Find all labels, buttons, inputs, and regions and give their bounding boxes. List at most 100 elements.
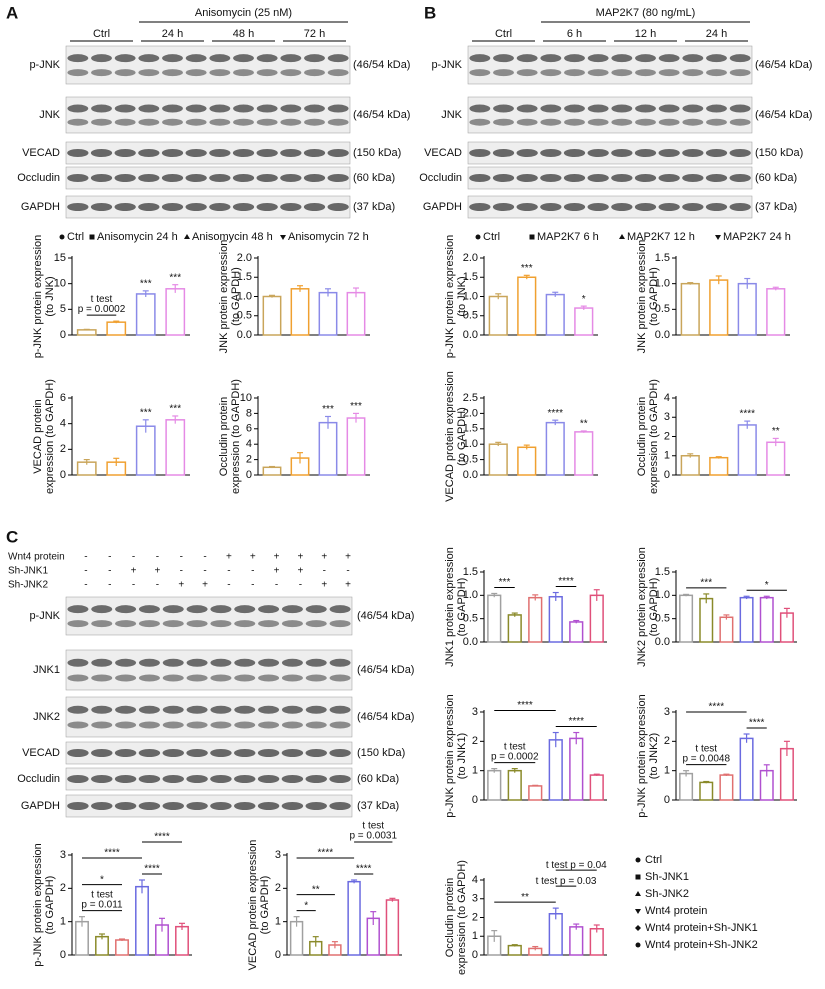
bar: [175, 925, 189, 956]
blot-band: [304, 54, 325, 63]
y-tick-label: 4: [246, 438, 252, 450]
significance-label: ****: [356, 864, 372, 875]
blot-band: [280, 54, 302, 63]
blot-band: [91, 104, 112, 113]
condition-label: Sh-JNK2: [8, 580, 48, 591]
blot-band: [658, 203, 680, 211]
group-label: Ctrl: [495, 28, 512, 40]
blot-band: [493, 69, 514, 77]
test-p-value: p = 0.0002: [78, 304, 126, 315]
y-tick-label: 0.5: [655, 303, 670, 315]
group-label: 24 h: [706, 28, 727, 40]
blot-band: [114, 118, 136, 126]
y-tick-label: 1.0: [655, 278, 670, 290]
group-label: 6 h: [567, 28, 582, 40]
blot-band: [138, 605, 160, 614]
bar: [574, 431, 594, 476]
blot-band: [209, 149, 231, 157]
bar: [589, 928, 604, 956]
condition-sign: -: [203, 552, 206, 563]
y-tick-label: 2: [60, 882, 66, 894]
significance-label: ***: [499, 577, 511, 588]
bar: [488, 443, 508, 476]
blot-band: [234, 749, 256, 757]
blot-row-size: (46/54 kDa): [357, 711, 414, 723]
blot-band: [493, 118, 514, 126]
y-tick-label: 10: [240, 392, 252, 404]
condition-sign: +: [274, 552, 280, 563]
blot-band: [115, 721, 137, 729]
blot-band: [305, 605, 327, 614]
condition-sign: +: [321, 552, 327, 563]
bar: [589, 594, 604, 643]
treatment-header: Anisomycin (25 nM): [195, 7, 292, 19]
blot-band: [281, 620, 303, 628]
bar: [165, 288, 186, 336]
blot-band: [682, 54, 704, 63]
y-tick-label: 6: [246, 423, 252, 435]
y-axis-label: p-JNK protein expression: [32, 235, 44, 359]
blot-strip: [65, 166, 351, 190]
test-p-value: p = 0.011: [81, 899, 123, 910]
blot-strip: [467, 96, 753, 134]
blot-band: [729, 104, 751, 113]
blot-band: [256, 104, 278, 113]
y-axis-label: p-JNK protein expression: [444, 694, 456, 818]
condition-sign: +: [250, 552, 256, 563]
y-axis-label: (to JNK): [44, 276, 56, 316]
blot-band: [210, 721, 232, 729]
y-tick-label: 1: [664, 765, 670, 777]
condition-sign: +: [345, 552, 351, 563]
blot-band: [587, 174, 609, 182]
blot-band: [234, 605, 256, 614]
blot-band: [138, 69, 160, 77]
blot-band: [185, 69, 207, 77]
blot-band: [303, 203, 326, 211]
blot-band: [516, 174, 538, 182]
blot-band: [185, 149, 207, 157]
bar: [507, 944, 522, 956]
legend-marker: [89, 234, 95, 240]
blot-band: [209, 104, 231, 113]
blot-band: [114, 775, 137, 783]
blot-band: [327, 203, 349, 211]
blot-band: [234, 658, 256, 667]
blot-band: [492, 174, 515, 182]
y-tick-label: 2.0: [463, 252, 478, 264]
legend-label: MAP2K7 12 h: [627, 231, 695, 243]
blot-band: [91, 775, 113, 783]
blot-band: [186, 658, 208, 667]
blot-band: [210, 775, 232, 783]
condition-sign: -: [84, 552, 87, 563]
blot-strip: [65, 45, 351, 85]
significance-label: ****: [517, 700, 533, 711]
bar: [165, 419, 186, 476]
blot-band: [162, 104, 183, 113]
blot-band: [162, 118, 183, 126]
y-tick-label: 0.5: [463, 310, 478, 322]
treatment-header: MAP2K7 (80 ng/mL): [596, 7, 696, 19]
test-p-value: p = 0.0002: [491, 751, 539, 762]
blot-band: [185, 174, 207, 182]
blot-row-label: VECAD: [424, 147, 462, 159]
bar: [135, 293, 156, 336]
blot-band: [329, 658, 351, 667]
blot-band: [209, 118, 231, 126]
blot-band: [114, 802, 137, 810]
y-axis-label: JNK2 protein expression: [636, 547, 648, 667]
y-axis-label: VECAD protein: [32, 399, 44, 474]
significance-label: ****: [318, 848, 334, 859]
blot-band: [705, 149, 728, 157]
y-tick-label: 2: [60, 443, 66, 455]
y-axis-label: JNK protein expression: [636, 240, 648, 354]
y-tick-label: 3: [664, 706, 670, 718]
blot-band: [210, 605, 232, 614]
significance-label: t test p = 0.03: [536, 876, 597, 887]
blot-band: [91, 658, 113, 667]
blot-band: [90, 174, 113, 182]
blot-band: [256, 149, 278, 157]
blot-band: [611, 174, 633, 182]
blot-band: [329, 605, 351, 614]
group-label: 48 h: [233, 28, 254, 40]
blot-band: [635, 104, 656, 113]
